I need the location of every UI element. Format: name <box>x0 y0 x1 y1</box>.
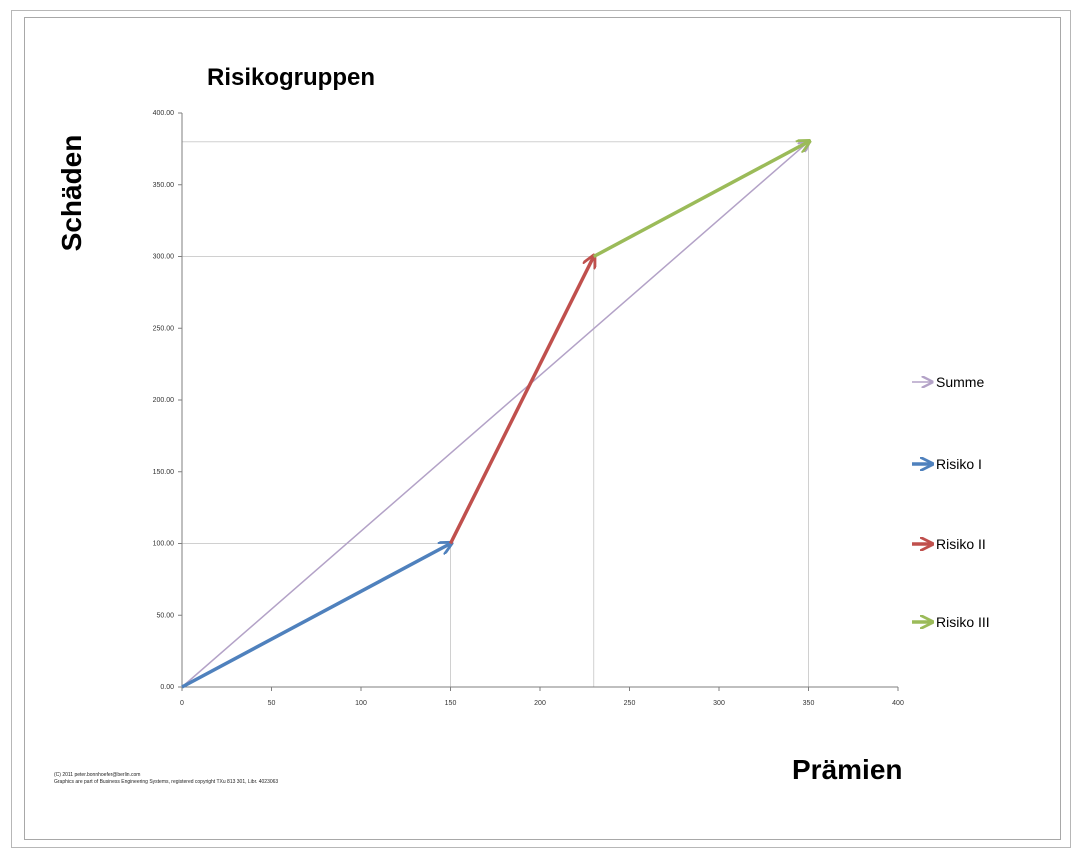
x-tick-label: 300 <box>713 700 725 707</box>
chart-title: Risikogruppen <box>207 64 376 91</box>
y-tick-label: 200.00 <box>153 397 175 404</box>
y-tick-label: 0.00 <box>160 684 174 691</box>
y-tick-label: 150.00 <box>153 469 175 476</box>
series-line-risiko-i <box>181 544 451 689</box>
legend-label-risiko-iii: Risiko III <box>936 614 990 630</box>
footer-line-1: (C) 2011 peter.bonnhoefer@berlin.com <box>54 772 141 778</box>
y-tick-label: 250.00 <box>153 325 175 332</box>
x-tick-label: 150 <box>445 700 457 707</box>
x-tick-label: 250 <box>624 700 636 707</box>
y-tick-label: 350.00 <box>153 182 175 189</box>
legend-label-summe: Summe <box>936 374 984 390</box>
x-tick-label: 200 <box>534 700 546 707</box>
y-tick-label: 400.00 <box>153 110 175 117</box>
series-line-risiko-ii <box>448 257 594 545</box>
y-tick-label: 50.00 <box>156 612 174 619</box>
y-tick-label: 300.00 <box>153 254 175 261</box>
x-tick-label: 100 <box>355 700 367 707</box>
x-axis-label: Prämien <box>792 754 903 785</box>
y-tick-label: 100.00 <box>153 541 175 548</box>
copyright-footer: (C) 2011 peter.bonnhoefer@berlin.com Gra… <box>54 772 278 786</box>
footer-line-2: Graphics are part of Business Engineerin… <box>54 779 279 785</box>
legend-label-risiko-ii: Risiko II <box>936 536 986 552</box>
series-line-summe <box>181 142 809 688</box>
x-tick-label: 350 <box>803 700 815 707</box>
x-tick-label: 0 <box>180 700 184 707</box>
chart-area <box>24 17 1061 840</box>
legend-label-risiko-i: Risiko I <box>936 456 982 472</box>
x-tick-label: 50 <box>268 700 276 707</box>
series-line-risiko-iii <box>592 142 809 259</box>
x-tick-label: 400 <box>892 700 904 707</box>
